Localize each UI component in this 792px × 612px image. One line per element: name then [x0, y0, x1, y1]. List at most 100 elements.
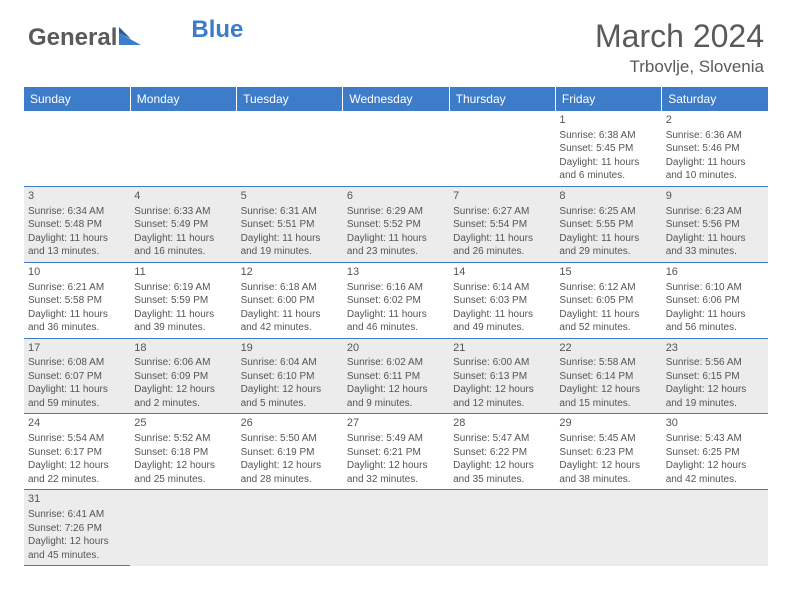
day-number: 18	[134, 341, 232, 356]
day-number: 14	[453, 265, 551, 280]
daylight-text: and 52 minutes.	[559, 321, 657, 335]
daylight-text: Daylight: 11 hours	[347, 308, 445, 322]
sunrise-text: Sunrise: 6:21 AM	[28, 281, 126, 295]
calendar-cell-empty	[555, 490, 661, 566]
calendar-cell: 4Sunrise: 6:33 AMSunset: 5:49 PMDaylight…	[130, 186, 236, 262]
sunrise-text: Sunrise: 6:12 AM	[559, 281, 657, 295]
calendar-cell: 5Sunrise: 6:31 AMSunset: 5:51 PMDaylight…	[237, 186, 343, 262]
daylight-text: Daylight: 11 hours	[241, 232, 339, 246]
daylight-text: Daylight: 12 hours	[666, 383, 764, 397]
day-number: 22	[559, 341, 657, 356]
day-number: 3	[28, 189, 126, 204]
daylight-text: Daylight: 11 hours	[559, 308, 657, 322]
sunrise-text: Sunrise: 6:18 AM	[241, 281, 339, 295]
calendar-cell: 24Sunrise: 5:54 AMSunset: 6:17 PMDayligh…	[24, 414, 130, 490]
sunrise-text: Sunrise: 6:06 AM	[134, 356, 232, 370]
daylight-text: Daylight: 11 hours	[559, 232, 657, 246]
day-number: 15	[559, 265, 657, 280]
sunset-text: Sunset: 6:00 PM	[241, 294, 339, 308]
calendar-cell: 20Sunrise: 6:02 AMSunset: 6:11 PMDayligh…	[343, 338, 449, 414]
sunset-text: Sunset: 7:26 PM	[28, 522, 126, 536]
sunrise-text: Sunrise: 5:52 AM	[134, 432, 232, 446]
day-number: 16	[666, 265, 764, 280]
daylight-text: Daylight: 12 hours	[453, 383, 551, 397]
sunset-text: Sunset: 5:46 PM	[666, 142, 764, 156]
daylight-text: and 35 minutes.	[453, 473, 551, 487]
sunrise-text: Sunrise: 5:58 AM	[559, 356, 657, 370]
page-header: General Blue March 2024 Trbovlje, Sloven…	[0, 0, 792, 83]
sunrise-text: Sunrise: 6:41 AM	[28, 508, 126, 522]
daylight-text: and 45 minutes.	[28, 549, 126, 563]
daylight-text: Daylight: 11 hours	[559, 156, 657, 170]
calendar-cell: 6Sunrise: 6:29 AMSunset: 5:52 PMDaylight…	[343, 186, 449, 262]
sunset-text: Sunset: 6:18 PM	[134, 446, 232, 460]
calendar-cell: 8Sunrise: 6:25 AMSunset: 5:55 PMDaylight…	[555, 186, 661, 262]
calendar-table: SundayMondayTuesdayWednesdayThursdayFrid…	[24, 87, 768, 566]
sunset-text: Sunset: 6:21 PM	[347, 446, 445, 460]
calendar-cell-empty	[662, 490, 768, 566]
daylight-text: and 2 minutes.	[134, 397, 232, 411]
calendar-row: 1Sunrise: 6:38 AMSunset: 5:45 PMDaylight…	[24, 111, 768, 186]
calendar-cell: 1Sunrise: 6:38 AMSunset: 5:45 PMDaylight…	[555, 111, 661, 186]
daylight-text: and 46 minutes.	[347, 321, 445, 335]
sunrise-text: Sunrise: 6:08 AM	[28, 356, 126, 370]
daylight-text: and 29 minutes.	[559, 245, 657, 259]
sunrise-text: Sunrise: 6:16 AM	[347, 281, 445, 295]
weekday-header: Sunday	[24, 87, 130, 111]
sunrise-text: Sunrise: 5:47 AM	[453, 432, 551, 446]
sunset-text: Sunset: 5:45 PM	[559, 142, 657, 156]
daylight-text: and 19 minutes.	[241, 245, 339, 259]
sunset-text: Sunset: 5:59 PM	[134, 294, 232, 308]
sunrise-text: Sunrise: 6:10 AM	[666, 281, 764, 295]
calendar-cell: 12Sunrise: 6:18 AMSunset: 6:00 PMDayligh…	[237, 262, 343, 338]
daylight-text: Daylight: 12 hours	[241, 459, 339, 473]
sunset-text: Sunset: 6:13 PM	[453, 370, 551, 384]
daylight-text: and 33 minutes.	[666, 245, 764, 259]
sunrise-text: Sunrise: 6:38 AM	[559, 129, 657, 143]
day-number: 27	[347, 416, 445, 431]
daylight-text: and 38 minutes.	[559, 473, 657, 487]
sunset-text: Sunset: 6:11 PM	[347, 370, 445, 384]
day-number: 8	[559, 189, 657, 204]
calendar-cell: 10Sunrise: 6:21 AMSunset: 5:58 PMDayligh…	[24, 262, 130, 338]
day-number: 11	[134, 265, 232, 280]
sunset-text: Sunset: 6:19 PM	[241, 446, 339, 460]
sunset-text: Sunset: 6:22 PM	[453, 446, 551, 460]
calendar-cell: 16Sunrise: 6:10 AMSunset: 6:06 PMDayligh…	[662, 262, 768, 338]
calendar-cell: 11Sunrise: 6:19 AMSunset: 5:59 PMDayligh…	[130, 262, 236, 338]
calendar-cell: 21Sunrise: 6:00 AMSunset: 6:13 PMDayligh…	[449, 338, 555, 414]
sunrise-text: Sunrise: 6:25 AM	[559, 205, 657, 219]
daylight-text: Daylight: 12 hours	[28, 459, 126, 473]
calendar-cell-empty	[449, 111, 555, 186]
daylight-text: and 49 minutes.	[453, 321, 551, 335]
sunrise-text: Sunrise: 5:54 AM	[28, 432, 126, 446]
calendar-cell: 17Sunrise: 6:08 AMSunset: 6:07 PMDayligh…	[24, 338, 130, 414]
daylight-text: and 15 minutes.	[559, 397, 657, 411]
sunset-text: Sunset: 6:03 PM	[453, 294, 551, 308]
sunset-text: Sunset: 5:52 PM	[347, 218, 445, 232]
day-number: 26	[241, 416, 339, 431]
sunrise-text: Sunrise: 6:02 AM	[347, 356, 445, 370]
calendar-cell: 19Sunrise: 6:04 AMSunset: 6:10 PMDayligh…	[237, 338, 343, 414]
daylight-text: Daylight: 12 hours	[134, 459, 232, 473]
calendar-cell: 15Sunrise: 6:12 AMSunset: 6:05 PMDayligh…	[555, 262, 661, 338]
sunset-text: Sunset: 6:09 PM	[134, 370, 232, 384]
daylight-text: Daylight: 11 hours	[134, 232, 232, 246]
calendar-cell: 31Sunrise: 6:41 AMSunset: 7:26 PMDayligh…	[24, 490, 130, 566]
calendar-cell: 13Sunrise: 6:16 AMSunset: 6:02 PMDayligh…	[343, 262, 449, 338]
calendar-cell: 29Sunrise: 5:45 AMSunset: 6:23 PMDayligh…	[555, 414, 661, 490]
calendar-cell-empty	[130, 111, 236, 186]
daylight-text: and 59 minutes.	[28, 397, 126, 411]
weekday-header: Tuesday	[237, 87, 343, 111]
month-title: March 2024	[595, 18, 764, 55]
day-number: 4	[134, 189, 232, 204]
sunrise-text: Sunrise: 6:23 AM	[666, 205, 764, 219]
day-number: 13	[347, 265, 445, 280]
day-number: 24	[28, 416, 126, 431]
daylight-text: and 5 minutes.	[241, 397, 339, 411]
title-block: March 2024 Trbovlje, Slovenia	[595, 18, 764, 77]
daylight-text: Daylight: 12 hours	[241, 383, 339, 397]
calendar-row: 24Sunrise: 5:54 AMSunset: 6:17 PMDayligh…	[24, 414, 768, 490]
daylight-text: and 39 minutes.	[134, 321, 232, 335]
sunset-text: Sunset: 6:23 PM	[559, 446, 657, 460]
